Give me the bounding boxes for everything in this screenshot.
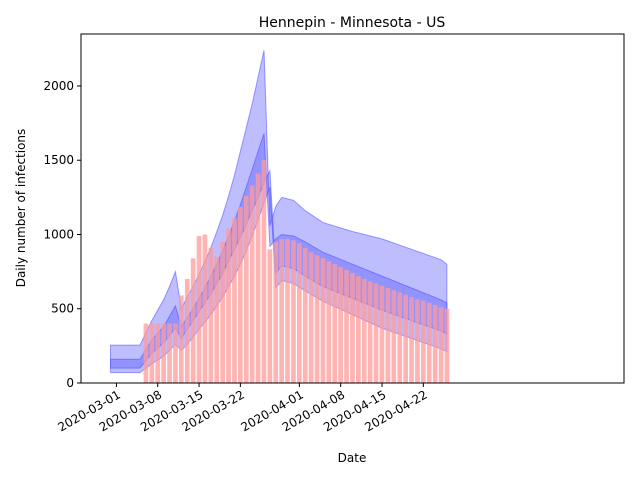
infection-bar	[439, 307, 444, 383]
infection-bar	[350, 273, 355, 383]
infection-bar	[332, 264, 337, 383]
infection-bar	[397, 292, 402, 383]
y-tick-label: 1500	[43, 153, 74, 167]
infection-bar	[297, 243, 302, 383]
infection-bar	[327, 261, 332, 383]
y-axis-label: Daily number of infections	[14, 129, 28, 288]
infection-bar	[262, 160, 267, 383]
infection-bar	[315, 255, 320, 383]
infection-bar	[179, 295, 184, 383]
infection-bar	[167, 324, 172, 383]
chart-title: Hennepin - Minnesota - US	[259, 15, 446, 31]
infection-bar	[214, 257, 219, 383]
infection-bar	[161, 324, 166, 383]
y-tick-label: 1000	[43, 227, 74, 241]
infection-bar	[191, 258, 196, 383]
infection-bar	[250, 186, 255, 384]
infection-bar	[232, 218, 237, 383]
infection-bar	[244, 196, 249, 383]
y-tick-label: 500	[51, 302, 74, 316]
y-tick-label: 2000	[43, 79, 74, 93]
x-axis-label: Date	[338, 451, 367, 465]
infection-bar	[392, 290, 397, 383]
infection-bar	[403, 295, 408, 383]
infection-bar	[409, 297, 414, 383]
infection-bar	[203, 235, 208, 384]
x-axis: 2020-03-012020-03-082020-03-152020-03-22…	[55, 383, 429, 434]
infection-bar	[285, 239, 290, 383]
infection-bar	[303, 248, 308, 383]
infection-bar	[226, 229, 231, 384]
infection-bar	[321, 258, 326, 383]
y-axis: 0 500 1000 1500 2000	[43, 79, 81, 390]
infection-bar	[256, 174, 261, 383]
infection-bar	[238, 207, 243, 383]
infection-bar	[386, 288, 391, 383]
infection-bar	[291, 240, 296, 383]
infection-bar	[173, 324, 178, 383]
infection-bar	[273, 242, 278, 383]
infection-bar	[338, 267, 343, 383]
infection-bar	[374, 284, 379, 384]
infection-bar	[344, 270, 349, 383]
infection-bar	[144, 324, 149, 383]
infection-bar	[380, 286, 385, 383]
infection-bar	[220, 242, 225, 383]
infection-bar	[415, 299, 420, 383]
infection-bar	[150, 324, 155, 383]
plot-area	[81, 34, 624, 383]
infection-bar	[197, 236, 202, 383]
infection-bar	[421, 301, 426, 383]
infection-bar	[433, 305, 438, 383]
infection-bar	[309, 252, 314, 383]
infection-bar	[362, 279, 367, 383]
infection-bar	[279, 239, 284, 383]
infection-bar	[445, 309, 450, 383]
infection-bar	[356, 276, 361, 383]
infection-bar	[427, 303, 432, 383]
infection-bar	[155, 324, 160, 383]
infection-bar	[185, 279, 190, 383]
y-tick-label: 0	[66, 376, 74, 390]
infection-bar	[209, 248, 214, 383]
infection-bar	[368, 281, 373, 383]
infection-bar	[268, 249, 273, 383]
